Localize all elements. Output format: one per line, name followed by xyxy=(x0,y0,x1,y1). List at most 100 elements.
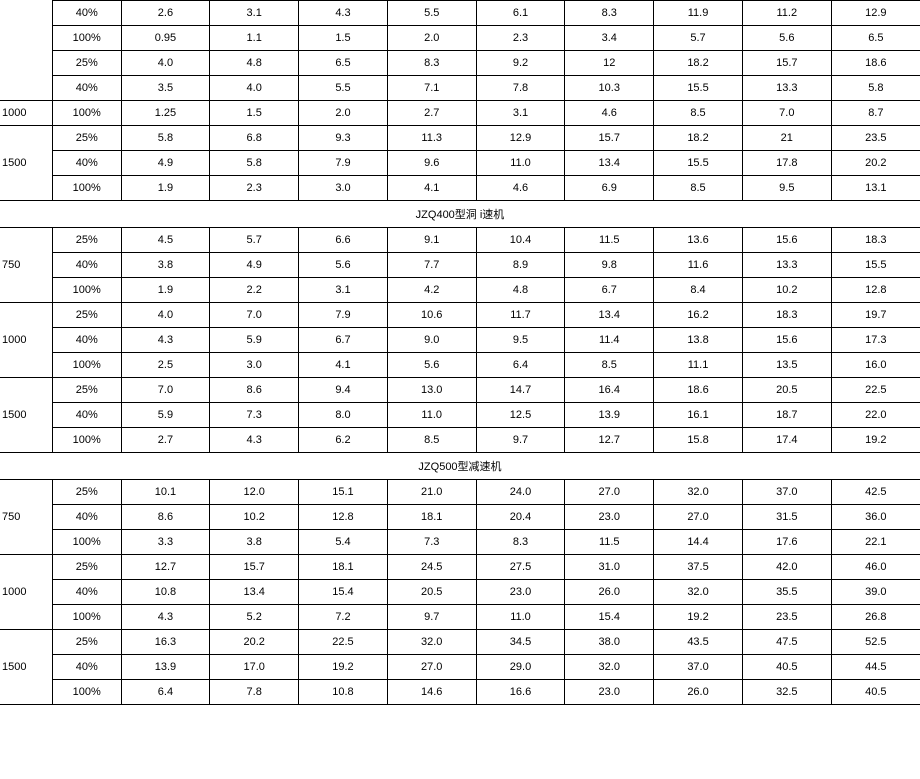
cell: 40% xyxy=(52,151,121,176)
cell: 4.2 xyxy=(387,278,476,303)
cell: 100% xyxy=(52,428,121,453)
cell: 9.4 xyxy=(299,378,388,403)
cell: 1000 xyxy=(0,303,52,378)
cell: 21 xyxy=(742,126,831,151)
cell: 18.3 xyxy=(742,303,831,328)
cell: 7.0 xyxy=(210,303,299,328)
cell: 8.5 xyxy=(654,101,743,126)
cell: 32.0 xyxy=(654,480,743,505)
cell: 5.6 xyxy=(299,253,388,278)
cell: 5.7 xyxy=(654,26,743,51)
cell: 15.1 xyxy=(299,480,388,505)
cell: 26.0 xyxy=(654,680,743,705)
cell: 7.0 xyxy=(742,101,831,126)
cell: 3.5 xyxy=(121,76,210,101)
cell: 40% xyxy=(52,253,121,278)
cell: 40% xyxy=(52,76,121,101)
cell: 13.4 xyxy=(565,151,654,176)
cell: 7.2 xyxy=(299,605,388,630)
cell: 9.8 xyxy=(565,253,654,278)
cell: 3.3 xyxy=(121,530,210,555)
cell: 8.0 xyxy=(299,403,388,428)
cell: 15.4 xyxy=(299,580,388,605)
cell: 7.3 xyxy=(210,403,299,428)
cell: 26.0 xyxy=(565,580,654,605)
cell: 3.4 xyxy=(565,26,654,51)
cell: 5.5 xyxy=(387,1,476,26)
cell: 22.1 xyxy=(831,530,920,555)
cell: 5.9 xyxy=(121,403,210,428)
cell: 46.0 xyxy=(831,555,920,580)
cell: 11.3 xyxy=(387,126,476,151)
cell: 1.1 xyxy=(210,26,299,51)
cell: 15.4 xyxy=(565,605,654,630)
cell: 8.5 xyxy=(565,353,654,378)
cell: 24.0 xyxy=(476,480,565,505)
cell: 3.0 xyxy=(210,353,299,378)
cell: 37.0 xyxy=(654,655,743,680)
cell: 8.3 xyxy=(476,530,565,555)
cell: 15.7 xyxy=(210,555,299,580)
cell: 4.6 xyxy=(476,176,565,201)
cell: 38.0 xyxy=(565,630,654,655)
cell: 15.5 xyxy=(654,151,743,176)
cell: 1.9 xyxy=(121,176,210,201)
cell: 1.5 xyxy=(210,101,299,126)
cell: 18.1 xyxy=(299,555,388,580)
cell: 7.9 xyxy=(299,303,388,328)
cell: 27.0 xyxy=(565,480,654,505)
cell: 17.4 xyxy=(742,428,831,453)
cell: 10.2 xyxy=(210,505,299,530)
cell: 8.3 xyxy=(565,1,654,26)
cell: 27.0 xyxy=(654,505,743,530)
cell: 35.5 xyxy=(742,580,831,605)
cell: 11.0 xyxy=(476,605,565,630)
cell: 1500 xyxy=(0,126,52,201)
cell: 4.0 xyxy=(121,303,210,328)
cell: 6.4 xyxy=(121,680,210,705)
cell: 4.1 xyxy=(387,176,476,201)
cell: 1000 xyxy=(0,101,52,126)
cell: 9.2 xyxy=(476,51,565,76)
cell: 4.3 xyxy=(121,328,210,353)
cell: 11.5 xyxy=(565,530,654,555)
cell: 2.0 xyxy=(387,26,476,51)
cell: 12.7 xyxy=(565,428,654,453)
cell: 7.0 xyxy=(121,378,210,403)
spec-table: 40%2.63.14.35.56.18.311.911.212.9100%0.9… xyxy=(0,0,920,705)
cell: 25% xyxy=(52,303,121,328)
cell: 17.0 xyxy=(210,655,299,680)
cell: 18.2 xyxy=(654,126,743,151)
cell: 3.8 xyxy=(121,253,210,278)
cell: 13.1 xyxy=(831,176,920,201)
cell: 3.1 xyxy=(476,101,565,126)
cell: 11.0 xyxy=(476,151,565,176)
cell: 100% xyxy=(52,176,121,201)
cell: 4.9 xyxy=(121,151,210,176)
cell: 100% xyxy=(52,680,121,705)
cell: 12.0 xyxy=(210,480,299,505)
cell: 4.5 xyxy=(121,228,210,253)
cell: 11.1 xyxy=(654,353,743,378)
cell: 18.3 xyxy=(831,228,920,253)
cell: 18.6 xyxy=(654,378,743,403)
cell: 4.3 xyxy=(210,428,299,453)
cell: 32.0 xyxy=(387,630,476,655)
cell: 6.4 xyxy=(476,353,565,378)
cell: 10.6 xyxy=(387,303,476,328)
cell: 13.9 xyxy=(121,655,210,680)
cell: 5.5 xyxy=(299,76,388,101)
cell: 10.1 xyxy=(121,480,210,505)
cell: 3.8 xyxy=(210,530,299,555)
cell: 20.5 xyxy=(387,580,476,605)
cell: 16.4 xyxy=(565,378,654,403)
cell: 40% xyxy=(52,328,121,353)
cell: 36.0 xyxy=(831,505,920,530)
cell: 18.7 xyxy=(742,403,831,428)
cell: 6.2 xyxy=(299,428,388,453)
section-title: JZQ400型洞 i速机 xyxy=(0,201,920,228)
cell: 4.9 xyxy=(210,253,299,278)
cell: 750 xyxy=(0,228,52,303)
cell: 5.2 xyxy=(210,605,299,630)
cell: 5.7 xyxy=(210,228,299,253)
